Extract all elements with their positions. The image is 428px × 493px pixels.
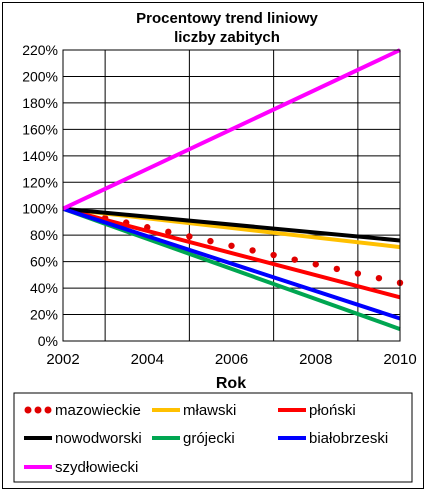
series-mazowieckie-point xyxy=(270,251,277,259)
legend-nowodworski-label: nowodworski xyxy=(55,430,142,447)
legend-mlawski-label: mławski xyxy=(183,402,236,419)
y-tick-label: 180% xyxy=(22,95,58,111)
series-bialobrzeski-line xyxy=(62,206,401,321)
series-nowodworski-line xyxy=(62,206,401,243)
legend-bialobrzeski-label: białobrzeski xyxy=(309,430,388,447)
y-tick-label: 140% xyxy=(22,148,58,164)
series-mazowieckie-point xyxy=(249,247,256,254)
series-mazowieckie-point xyxy=(207,237,214,245)
series-mazowieckie-point xyxy=(312,261,319,268)
x-tick-label: 2010 xyxy=(383,351,416,368)
y-tick-label: 20% xyxy=(30,307,58,323)
legend-mazowieckie-label: mazowieckie xyxy=(55,402,141,419)
legend-plonski-label: płoński xyxy=(309,402,356,419)
y-tick-label: 220% xyxy=(22,42,58,58)
plot-area: 0% 20% 40% 60% 80% 100% 120% 140% 160% 180% 200% 22… xyxy=(22,42,417,368)
series-szydlowiecki-line xyxy=(62,48,401,211)
legend-mazowieckie-marker xyxy=(34,406,42,414)
x-axis-title: Rok xyxy=(216,375,246,392)
y-tick-label: 80% xyxy=(30,227,58,243)
y-tick-label: 200% xyxy=(22,68,58,84)
y-tick-label: 120% xyxy=(22,174,58,190)
chart-title: Procentowy trend liniowy liczby zabitych xyxy=(136,10,318,46)
series-plonski-line xyxy=(62,206,401,300)
x-tick-label: 2008 xyxy=(299,351,332,368)
legend-szydlowiecki-label: szydłowiecki xyxy=(55,459,138,476)
chart-title-line-2: liczby zabitych xyxy=(174,29,280,46)
y-tick-label: 100% xyxy=(22,201,58,217)
y-tick-label: 60% xyxy=(30,254,58,270)
series-mazowieckie-point xyxy=(228,242,235,249)
series-mazowieckie-point xyxy=(375,274,383,282)
series-mazowieckie-point xyxy=(165,228,172,236)
chart-title-line-1: Procentowy trend liniowy xyxy=(136,10,318,27)
plot-border xyxy=(62,49,401,342)
legend-mazowieckie-marker xyxy=(44,406,52,414)
y-tick-label: 160% xyxy=(22,121,58,137)
x-tick-label: 2004 xyxy=(131,351,164,368)
series-mazowieckie-point xyxy=(291,256,298,263)
y-tick-label: 40% xyxy=(30,280,58,296)
x-tick-label: 2002 xyxy=(46,351,79,368)
legend: mazowieckie mławski płoński nowodworski grój… xyxy=(13,392,413,483)
series-mazowieckie-point xyxy=(333,265,341,273)
legend-mazowieckie-marker xyxy=(24,406,32,414)
legend-box xyxy=(13,392,413,483)
series-mazowieckie-point xyxy=(354,270,362,277)
plot-background xyxy=(63,50,400,341)
x-tick-label: 2006 xyxy=(215,351,248,368)
y-tick-label: 0% xyxy=(38,333,58,349)
legend-grojecki-label: grójecki xyxy=(183,430,235,447)
series-mazowieckie-point xyxy=(186,233,193,240)
